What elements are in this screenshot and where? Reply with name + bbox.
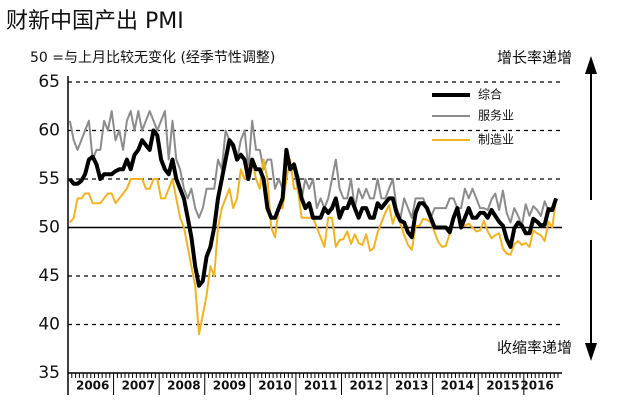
legend-label: 综合 [478, 87, 502, 102]
legend-label: 服务业 [478, 108, 514, 123]
y-tick-label: 35 [38, 363, 60, 383]
x-tick-label: 2016 [520, 379, 553, 393]
y-tick-label: 65 [38, 72, 60, 92]
arrow [585, 56, 597, 361]
line-series [68, 110, 558, 227]
line-series [68, 128, 559, 288]
x-tick-label: 2007 [122, 379, 155, 393]
y-tick-label: 50 [38, 218, 60, 238]
x-tick-label: 2011 [304, 379, 337, 393]
annotation: 增长率递增 [497, 49, 572, 67]
x-tick-label: 2015 [486, 379, 519, 393]
x-tick-label: 2014 [441, 379, 474, 393]
y-tick-label: 45 [38, 266, 60, 286]
x-tick-label: 2008 [167, 379, 200, 393]
chart-subtitle: 50 =与上月比较无变化 (经季节性调整) [30, 50, 275, 66]
y-tick-label: 40 [38, 315, 60, 335]
chart-title: 财新中国产出 PMI [6, 9, 184, 34]
y-tick-label: 55 [38, 169, 60, 189]
x-tick-label: 2012 [349, 379, 382, 393]
x-tick-label: 2013 [395, 379, 428, 393]
legend-label: 制造业 [478, 133, 514, 147]
annotation: 收缩率递增 [497, 339, 572, 357]
y-tick-label: 60 [38, 121, 60, 141]
x-tick-label: 2006 [76, 379, 109, 393]
x-tick-label: 2009 [213, 379, 246, 393]
x-tick-label: 2010 [258, 379, 291, 393]
